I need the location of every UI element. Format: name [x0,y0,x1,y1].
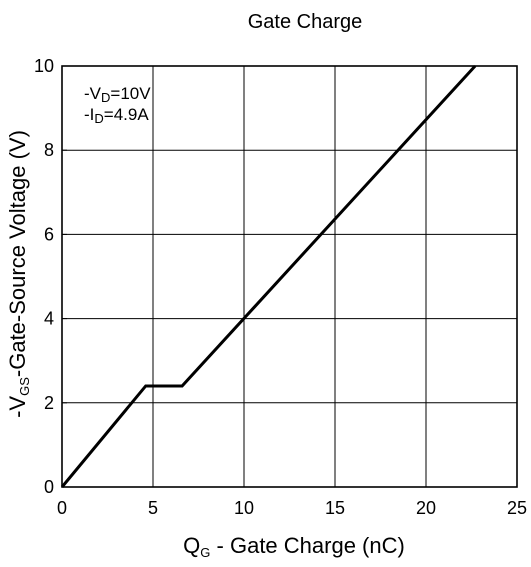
y-axis-title: -VGS-Gate-Source Voltage (V) [5,130,32,418]
plot-frame [61,65,518,488]
x-axis-tick-label: 25 [507,498,527,518]
x-axis-tick-label: 10 [234,498,254,518]
chart-title: Gate Charge [248,11,363,33]
x-axis-title-suffix: - Gate Charge (nC) [210,533,404,558]
gate-charge-line [60,64,477,488]
y-axis-title-suffix: -Gate-Source Voltage (V) [5,130,30,377]
x-axis-tick-label: 20 [416,498,436,518]
x-axis-title-prefix: Q [183,533,200,558]
y-axis-title-subscript: GS [17,377,32,396]
data-points [61,65,477,488]
x-axis-title: QG - Gate Charge (nC) [183,533,405,560]
x-axis-tick-label: 0 [57,498,67,518]
y-axis-tick-label: 4 [44,309,54,329]
annotation-vd: -VD=10V [84,84,151,105]
x-axis: 0 5 10 15 20 25 [57,482,527,518]
annotation-vd-suffix: =10V [110,84,151,103]
annotation-id: -ID=4.9A [84,105,149,126]
grid-lines [62,66,517,487]
y-axis: 0 2 4 6 8 10 [34,56,67,497]
annotation-id-prefix: -I [84,105,94,124]
annotation-id-subscript: D [94,111,103,126]
y-axis-title-prefix: -V [5,396,30,418]
x-axis-title-subscript: G [200,545,210,560]
x-axis-tick-label: 15 [325,498,345,518]
y-axis-tick-label: 0 [44,477,54,497]
x-axis-tick-label: 5 [148,498,158,518]
y-axis-tick-label: 8 [44,140,54,160]
y-axis-tick-label: 2 [44,393,54,413]
annotation-vd-prefix: -V [84,84,102,103]
annotation-vd-subscript: D [101,90,110,105]
annotation-id-suffix: =4.9A [104,105,150,124]
y-axis-tick-label: 6 [44,224,54,244]
y-axis-tick-label: 10 [34,56,54,76]
